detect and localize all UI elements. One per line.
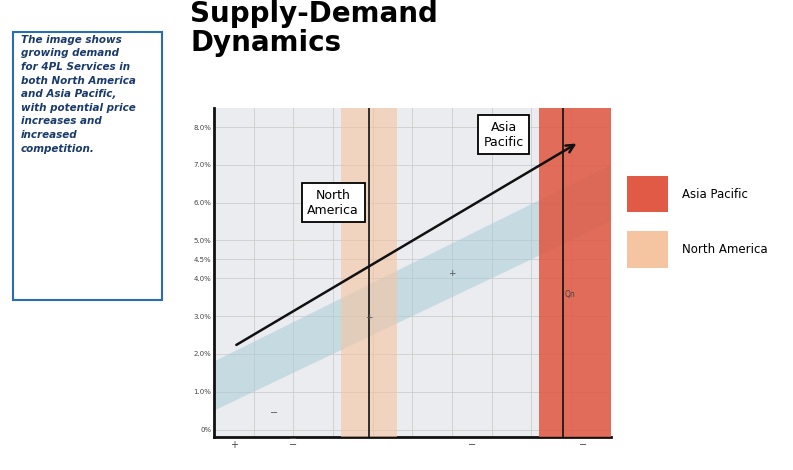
Text: +: + [448,269,456,278]
Text: Asia
Pacific: Asia Pacific [484,121,523,149]
Text: The image shows
growing demand
for 4PL Services in
both North America
and Asia P: The image shows growing demand for 4PL S… [21,35,136,154]
Text: Asia Pacific: Asia Pacific [682,188,748,201]
Polygon shape [341,108,396,437]
Text: North America: North America [682,243,768,256]
Text: Supply-Demand
Dynamics: Supply-Demand Dynamics [190,0,439,57]
FancyBboxPatch shape [627,176,668,212]
FancyBboxPatch shape [13,32,162,300]
Polygon shape [214,165,611,411]
FancyBboxPatch shape [627,231,668,268]
Text: −: − [270,408,278,418]
Polygon shape [539,108,630,437]
Text: +: + [365,313,373,322]
Text: −: − [289,434,297,444]
Text: Qn: Qn [565,290,576,299]
Text: North
America: North America [307,188,359,217]
